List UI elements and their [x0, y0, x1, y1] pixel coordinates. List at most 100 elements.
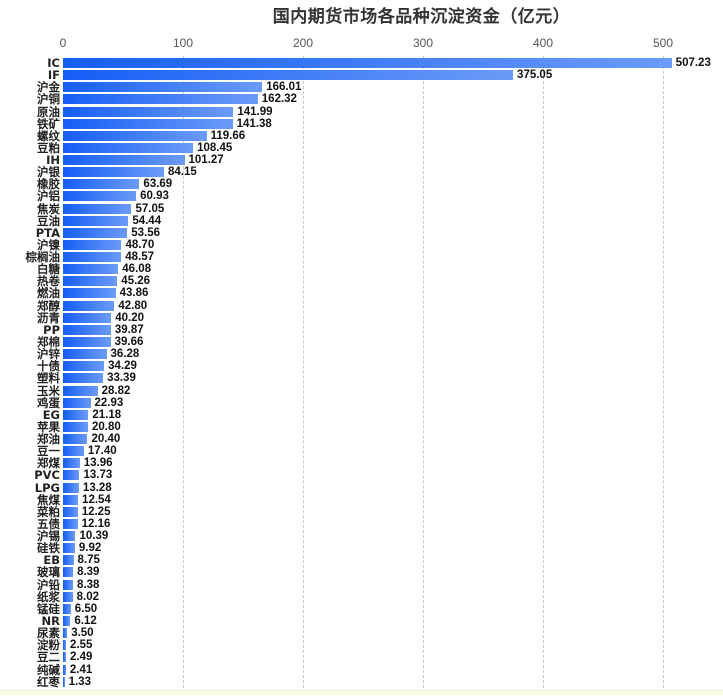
bar[interactable]	[63, 82, 263, 93]
bar-row: 沪铝 60.93	[0, 190, 723, 202]
bar-row: 橡胶 63.69	[0, 178, 723, 190]
bar[interactable]	[63, 664, 66, 675]
bar[interactable]	[63, 312, 112, 323]
category-label: 纯碱	[37, 662, 60, 677]
bar-row: 焦炭 57.05	[0, 203, 723, 215]
value-label: 21.18	[92, 408, 122, 421]
bar[interactable]	[63, 179, 140, 190]
bar[interactable]	[63, 567, 74, 578]
bar[interactable]	[63, 640, 67, 651]
bar[interactable]	[63, 203, 132, 214]
bar[interactable]	[63, 579, 74, 590]
bar[interactable]	[63, 518, 78, 529]
gridline	[663, 56, 664, 688]
bar[interactable]	[63, 142, 194, 153]
value-label: 45.26	[121, 275, 151, 288]
category-label: PP	[43, 322, 60, 337]
bar[interactable]	[63, 531, 76, 542]
category-label: 郑油	[37, 432, 60, 447]
bar-row: 白糖 46.08	[0, 263, 723, 275]
x-tick-label: 500	[652, 36, 674, 50]
bar[interactable]	[63, 167, 164, 178]
bar-row: 豆粕 108.45	[0, 142, 723, 154]
bar-row: 豆油 54.44	[0, 215, 723, 227]
bar-row: IC 507.23	[0, 57, 723, 69]
bar[interactable]	[63, 494, 79, 505]
bar[interactable]	[63, 555, 74, 566]
bar[interactable]	[63, 397, 91, 408]
bar[interactable]	[63, 446, 84, 457]
value-label: 60.93	[140, 190, 169, 203]
bar[interactable]	[63, 385, 98, 396]
bar[interactable]	[63, 458, 80, 469]
bar[interactable]	[63, 252, 122, 263]
category-label: 鸡蛋	[37, 395, 60, 410]
bar[interactable]	[63, 300, 115, 311]
value-label: 2.49	[69, 651, 93, 664]
bar[interactable]	[63, 603, 71, 614]
bar[interactable]	[63, 434, 88, 445]
bar[interactable]	[63, 155, 185, 166]
bar-row: 原油 141.99	[0, 106, 723, 118]
bar[interactable]	[63, 628, 68, 639]
bar[interactable]	[63, 506, 78, 517]
x-tick-label: 0	[59, 36, 67, 50]
bar[interactable]	[63, 191, 137, 202]
bar-row: 棕榈油 48.57	[0, 251, 723, 263]
bar[interactable]	[63, 373, 104, 384]
bar-row: 玻璃 8.39	[0, 566, 723, 578]
bar[interactable]	[63, 70, 514, 81]
bar[interactable]	[63, 215, 129, 226]
chart-title: 国内期货市场各品种沉淀资金（亿元）	[272, 7, 571, 27]
bar[interactable]	[63, 421, 88, 432]
bar[interactable]	[63, 227, 128, 238]
bar[interactable]	[63, 106, 234, 117]
bar[interactable]	[63, 482, 79, 493]
category-label: PTA	[35, 225, 60, 240]
category-label: 豆油	[37, 213, 60, 228]
bar[interactable]	[63, 409, 89, 420]
bar[interactable]	[63, 324, 111, 335]
bar[interactable]	[63, 470, 80, 481]
bar[interactable]	[63, 130, 207, 141]
bar-row: 纸浆 8.02	[0, 591, 723, 603]
bar[interactable]	[63, 591, 73, 602]
bar[interactable]	[63, 58, 672, 68]
value-label: 33.39	[107, 372, 136, 385]
category-label: 橡胶	[37, 177, 60, 192]
bar[interactable]	[63, 361, 105, 372]
category-label: EB	[43, 553, 60, 568]
bar[interactable]	[63, 676, 65, 687]
category-label: 热卷	[37, 274, 60, 289]
bar-row: 燃油 43.86	[0, 287, 723, 299]
bar[interactable]	[63, 652, 66, 663]
bar-row: 沪金 166.01	[0, 81, 723, 93]
category-label: 硅铁	[37, 541, 60, 556]
bar-row: 郑醇 42.80	[0, 300, 723, 312]
bar[interactable]	[63, 239, 122, 250]
bar-row: 玉米 28.82	[0, 385, 723, 397]
bar[interactable]	[63, 543, 75, 554]
bar-row: 铁矿 141.38	[0, 118, 723, 130]
value-label: 12.54	[82, 493, 111, 506]
category-label: 沪锡	[37, 529, 60, 544]
category-label: 五债	[37, 516, 60, 531]
value-label: 3.50	[71, 627, 94, 640]
value-label: 162.32	[261, 93, 297, 106]
bar[interactable]	[63, 276, 118, 287]
value-label: 57.05	[135, 202, 165, 215]
bar-row: 焦煤 12.54	[0, 494, 723, 506]
bar[interactable]	[63, 118, 233, 129]
bar[interactable]	[63, 94, 258, 105]
value-label: 17.40	[87, 445, 117, 458]
value-label: 10.39	[79, 530, 109, 543]
bar-row: 豆一 17.40	[0, 445, 723, 457]
bar[interactable]	[63, 264, 119, 275]
bar[interactable]	[63, 349, 107, 360]
bar[interactable]	[63, 615, 71, 626]
bar[interactable]	[63, 336, 111, 347]
bar[interactable]	[63, 288, 116, 299]
bar-row: NR 6.12	[0, 615, 723, 627]
gridline	[303, 56, 304, 688]
category-label: IC	[47, 56, 60, 70]
